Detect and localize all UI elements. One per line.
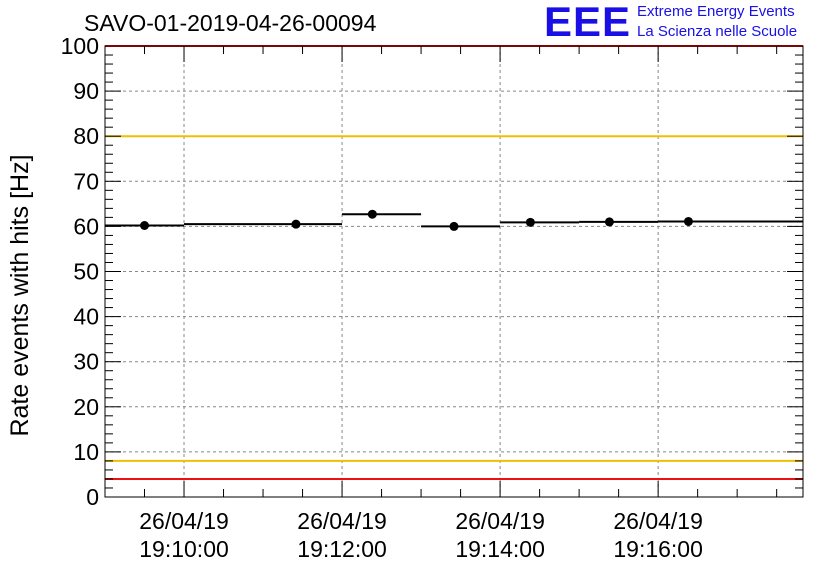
logo-line-1: Extreme Energy Events [637, 3, 795, 20]
data-point [525, 217, 535, 227]
y-tick-label: 90 [73, 78, 99, 104]
y-tick-label: 10 [73, 439, 99, 465]
y-tick-label: 30 [73, 349, 99, 375]
data-point [449, 221, 459, 231]
x-tick-label-time: 19:16:00 [613, 536, 703, 562]
y-tick-label: 40 [73, 304, 99, 330]
y-tick-label: 70 [73, 168, 99, 194]
x-tick-label-time: 19:14:00 [455, 536, 545, 562]
data-point [367, 209, 377, 219]
logo-mark: EEE [544, 0, 632, 45]
x-tick-label-time: 19:12:00 [297, 536, 387, 562]
x-tick-label-time: 19:10:00 [139, 536, 229, 562]
y-tick-label: 100 [61, 33, 99, 59]
data-point [140, 220, 150, 230]
data-point [291, 219, 301, 229]
logo-text: Extreme Energy Events La Scienza nelle S… [637, 2, 797, 42]
x-tick-label-date: 26/04/19 [455, 508, 545, 534]
data-point [683, 216, 693, 226]
x-tick-label-date: 26/04/19 [297, 508, 387, 534]
x-tick-label-date: 26/04/19 [139, 508, 229, 534]
y-tick-label: 50 [73, 259, 99, 285]
y-tick-label: 0 [86, 484, 99, 510]
run-title: SAVO-01-2019-04-26-00094 [84, 10, 377, 36]
y-axis-label: Rate events with hits [Hz] [6, 154, 34, 436]
y-tick-label: 80 [73, 123, 99, 149]
logo-line-2: La Scienza nelle Scuole [637, 23, 798, 40]
data-point [604, 217, 614, 227]
y-tick-label: 20 [73, 394, 99, 420]
y-tick-label: 60 [73, 213, 99, 239]
x-tick-label-date: 26/04/19 [613, 508, 703, 534]
